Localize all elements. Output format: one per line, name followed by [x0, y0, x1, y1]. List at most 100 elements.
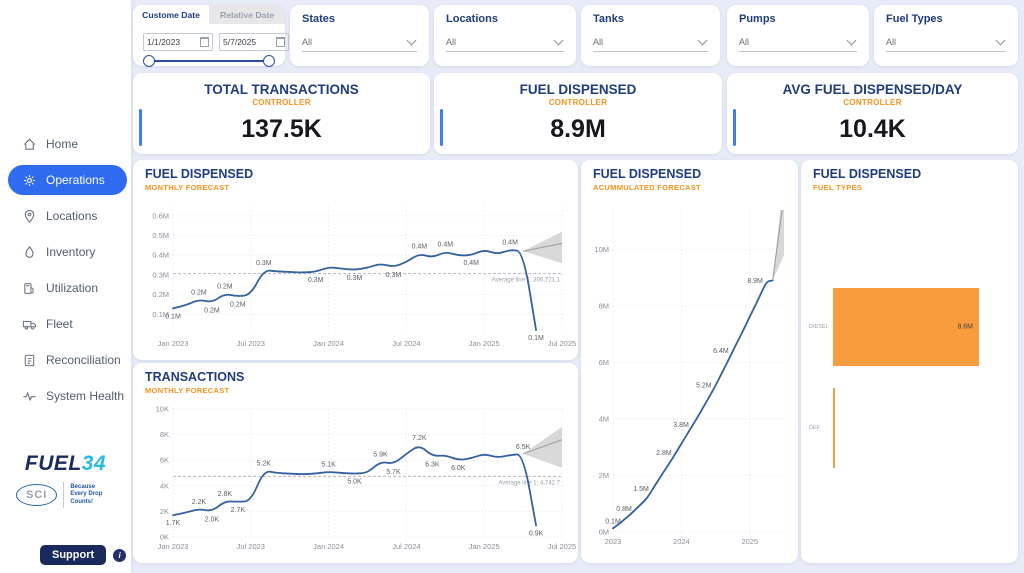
slider-handle-start[interactable] [143, 55, 155, 67]
filter-label: Locations [446, 13, 498, 25]
pumps-dropdown[interactable]: All [739, 33, 857, 52]
kpi-title: AVG FUEL DISPENSED/DAY [782, 82, 963, 97]
svg-text:6M: 6M [599, 358, 609, 367]
svg-text:0.8M: 0.8M [616, 506, 632, 513]
slider-track [148, 60, 270, 62]
states-dropdown[interactable]: All [302, 33, 417, 52]
divider [63, 482, 65, 508]
slider-handle-end[interactable] [263, 55, 275, 67]
calendar-icon [200, 37, 209, 47]
bar-category-label: DEF [809, 425, 820, 431]
fuel-types-dropdown[interactable]: All [886, 33, 1006, 52]
locations-filter-card: Locations All [434, 5, 576, 66]
svg-text:6.0K: 6.0K [451, 465, 466, 472]
sidebar-item-operations[interactable]: Operations [8, 165, 127, 195]
kpi-accent-bar [440, 109, 443, 146]
svg-text:Jan 2024: Jan 2024 [313, 542, 344, 551]
kpi-subtitle: CONTROLLER [843, 98, 902, 107]
svg-text:0.4M: 0.4M [412, 244, 428, 251]
svg-text:Jul 2025: Jul 2025 [548, 339, 576, 348]
sidebar-item-system-health[interactable]: System Health [0, 378, 131, 414]
kpi-value: 137.5K [241, 115, 322, 143]
svg-text:Average line 1: 4,742.7: Average line 1: 4,742.7 [498, 480, 560, 486]
svg-text:0.3M: 0.3M [308, 277, 324, 284]
fuel-monthly-svg: 0.1M 0.2M 0.3M 0.4M 0.5M 0.6M Jan 2023 Jul 2023… [152, 206, 576, 348]
svg-text:Jul 2025: Jul 2025 [548, 542, 576, 551]
logo-text-34: 34 [81, 452, 107, 475]
svg-text:5.2M: 5.2M [696, 382, 712, 389]
locations-dropdown[interactable]: All [446, 33, 564, 52]
info-icon[interactable]: i [113, 548, 127, 562]
tanks-dropdown[interactable]: All [593, 33, 708, 52]
chart-title: FUEL DISPENSED [145, 167, 254, 181]
sidebar-item-label: System Health [46, 389, 125, 403]
calendar-icon [276, 37, 285, 47]
svg-text:0.2M: 0.2M [217, 284, 233, 291]
bar-value-label: 8.6M [957, 323, 973, 331]
pumps-filter-card: Pumps All [727, 5, 869, 66]
svg-text:0.4M: 0.4M [152, 251, 169, 260]
sci-badge: SCI [16, 484, 58, 506]
date-range-slider[interactable] [143, 55, 275, 67]
states-filter-card: States All [290, 5, 429, 66]
kpi-fuel-dispensed: FUEL DISPENSED CONTROLLER 8.9M [434, 73, 722, 154]
svg-text:5.0K: 5.0K [347, 479, 362, 486]
chart-subtitle: ACUMMULATED FORECAST [593, 183, 701, 192]
svg-text:0K: 0K [160, 533, 169, 542]
svg-text:2.2K: 2.2K [192, 499, 207, 506]
sci-tagline: Because Every Drop Counts! [70, 483, 103, 505]
support-button[interactable]: Support [40, 545, 107, 565]
svg-text:2.7K: 2.7K [231, 507, 246, 514]
sidebar: Home Operations Locations Inventory Util… [0, 0, 131, 573]
sidebar-item-home[interactable]: Home [0, 126, 131, 162]
fuel-accumulated-chart: 0M 2M 4M 6M 8M 10M 2023 2024 2025 0.1M 0.8M 1.5M 2.8… [581, 196, 798, 561]
sidebar-item-utilization[interactable]: Utilization [0, 270, 131, 306]
home-icon [22, 137, 37, 152]
svg-text:Jan 2025: Jan 2025 [469, 542, 500, 551]
svg-text:0.4M: 0.4M [438, 242, 454, 249]
svg-text:0.2M: 0.2M [230, 302, 246, 309]
sidebar-nav: Home Operations Locations Inventory Util… [0, 126, 131, 414]
svg-text:2M: 2M [599, 471, 609, 480]
tab-custom-date[interactable]: Custome Date [133, 5, 209, 24]
filter-label: Tanks [593, 13, 624, 25]
svg-text:8M: 8M [599, 302, 609, 311]
svg-text:4K: 4K [160, 481, 169, 490]
svg-text:Jul 2024: Jul 2024 [392, 339, 420, 348]
svg-text:0.1M: 0.1M [528, 335, 544, 342]
sidebar-item-fleet[interactable]: Fleet [0, 306, 131, 342]
filter-label: Pumps [739, 13, 776, 25]
chevron-down-icon [553, 35, 564, 46]
svg-text:0.2M: 0.2M [191, 290, 207, 297]
sidebar-item-reconciliation[interactable]: Reconciliation [0, 342, 131, 378]
tab-relative-date[interactable]: Relative Date [209, 5, 285, 24]
transactions-monthly-card: TRANSACTIONS MONTHLY FORECAST 0K 2K 4K 6K 8K… [133, 363, 578, 563]
chart-subtitle: FUEL TYPES [813, 183, 863, 192]
svg-text:8.9M: 8.9M [747, 278, 763, 285]
svg-text:0.3M: 0.3M [256, 260, 272, 267]
kpi-title: TOTAL TRANSACTIONS [204, 82, 359, 97]
svg-text:4M: 4M [599, 415, 609, 424]
kpi-value: 8.9M [550, 115, 606, 143]
svg-text:0.3M: 0.3M [386, 272, 402, 279]
svg-text:Jul 2023: Jul 2023 [237, 339, 265, 348]
date-from-input[interactable] [147, 37, 191, 47]
svg-text:5.9K: 5.9K [373, 451, 388, 458]
svg-text:0.3M: 0.3M [152, 270, 169, 279]
svg-text:2.8M: 2.8M [656, 450, 672, 457]
svg-text:Jul 2023: Jul 2023 [237, 542, 265, 551]
date-to-input[interactable] [223, 37, 267, 47]
svg-text:2.0K: 2.0K [205, 516, 220, 523]
date-tabs: Custome Date Relative Date [133, 5, 285, 24]
svg-text:5.2K: 5.2K [257, 460, 272, 467]
sidebar-item-inventory[interactable]: Inventory [0, 234, 131, 270]
svg-text:6K: 6K [160, 456, 169, 465]
date-from-field[interactable] [143, 33, 213, 51]
svg-text:0.1M: 0.1M [152, 310, 169, 319]
svg-text:0.4M: 0.4M [463, 260, 479, 267]
bar-diesel: 8.6M [833, 288, 979, 366]
date-to-field[interactable] [219, 33, 289, 51]
svg-text:5.7K: 5.7K [386, 469, 401, 476]
sidebar-item-locations[interactable]: Locations [0, 198, 131, 234]
health-pulse-icon [22, 389, 37, 404]
